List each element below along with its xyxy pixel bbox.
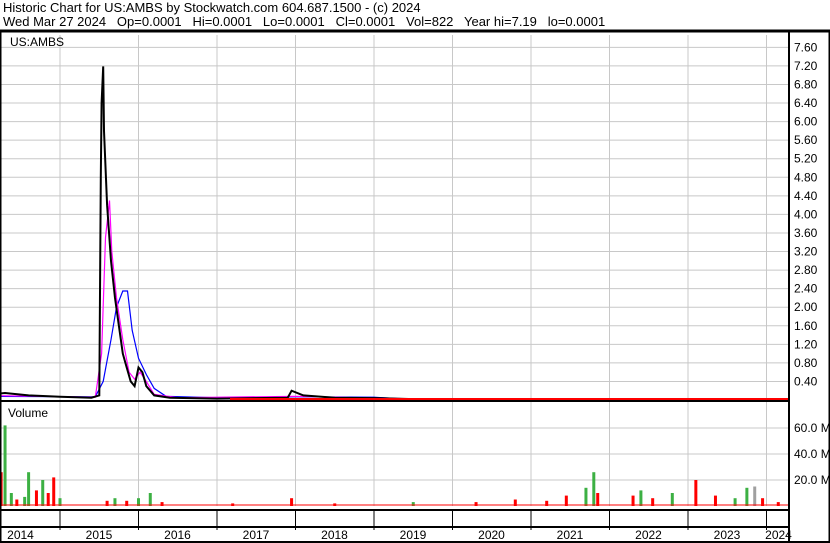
volume-bar bbox=[564, 495, 568, 506]
volume-bar bbox=[592, 472, 596, 506]
volume-bar bbox=[9, 493, 13, 506]
volume-bar bbox=[753, 486, 757, 506]
volume-tick-label: 20.0 M bbox=[794, 473, 830, 487]
chart-title: Historic Chart for US:AMBS by Stockwatch… bbox=[3, 0, 421, 15]
volume-bar bbox=[694, 480, 698, 506]
price-tick-label: 1.60 bbox=[794, 319, 818, 333]
price-tick-label: 4.00 bbox=[794, 207, 818, 221]
year-label: 2023 bbox=[714, 528, 741, 542]
volume-bar bbox=[651, 498, 655, 506]
volume-bar bbox=[513, 499, 517, 506]
volume-bar bbox=[23, 496, 27, 506]
volume-bar bbox=[58, 498, 62, 506]
quote-summary: Wed Mar 27 2024 Op=0.0001 Hi=0.0001 Lo=0… bbox=[3, 14, 606, 29]
volume-bar bbox=[474, 502, 478, 506]
year-label: 2015 bbox=[86, 528, 113, 542]
volume-bar bbox=[745, 487, 749, 506]
volume-bar bbox=[137, 498, 140, 506]
price-tick-label: 6.40 bbox=[794, 96, 818, 110]
volume-bar bbox=[713, 495, 717, 506]
volume-bar bbox=[545, 500, 549, 506]
volume-bar bbox=[631, 495, 635, 506]
symbol-label: US:AMBS bbox=[10, 35, 64, 49]
price-tick-label: 0.80 bbox=[794, 356, 818, 370]
chart-border bbox=[0, 30, 830, 543]
price-tick-label: 2.40 bbox=[794, 282, 818, 296]
price-tick-label: 5.60 bbox=[794, 133, 818, 147]
price-tick-label: 3.60 bbox=[794, 226, 818, 240]
price-tick-label: 0.40 bbox=[794, 374, 818, 388]
volume-bar bbox=[584, 487, 588, 506]
volume-label: Volume bbox=[8, 406, 48, 420]
volume-bar bbox=[670, 493, 674, 506]
volume-bar bbox=[733, 498, 737, 506]
price-tick-label: 2.00 bbox=[794, 300, 818, 314]
volume-bar bbox=[125, 500, 129, 506]
volume-bar bbox=[776, 502, 780, 506]
price-tick-label: 2.80 bbox=[794, 263, 818, 277]
price-tick-label: 4.80 bbox=[794, 170, 818, 184]
year-label: 2016 bbox=[164, 528, 191, 542]
volume-bar bbox=[113, 498, 117, 506]
volume-bar bbox=[52, 477, 56, 506]
year-label: 2019 bbox=[400, 528, 427, 542]
year-label: 2020 bbox=[478, 528, 505, 542]
volume-bar bbox=[41, 480, 45, 506]
volume-bar bbox=[46, 493, 50, 506]
volume-bar bbox=[639, 490, 643, 506]
volume-bar bbox=[105, 500, 109, 506]
volume-bar bbox=[761, 498, 765, 506]
price-tick-label: 4.40 bbox=[794, 189, 818, 203]
volume-bar bbox=[15, 499, 19, 506]
year-label: 2024 bbox=[765, 528, 792, 542]
volume-bar bbox=[596, 493, 600, 506]
year-label: 2014 bbox=[7, 528, 34, 542]
year-label: 2018 bbox=[321, 528, 348, 542]
volume-bar bbox=[160, 502, 164, 506]
price-tick-label: 3.20 bbox=[794, 245, 818, 259]
price-tick-label: 5.20 bbox=[794, 152, 818, 166]
volume-bar bbox=[3, 425, 7, 506]
volume-bar bbox=[290, 498, 294, 506]
price-tick-label: 7.20 bbox=[794, 59, 818, 73]
year-label: 2017 bbox=[243, 528, 270, 542]
price-tick-label: 1.20 bbox=[794, 337, 818, 351]
year-label: 2022 bbox=[635, 528, 662, 542]
price-tick-label: 7.60 bbox=[794, 40, 818, 54]
volume-tick-label: 60.0 M bbox=[794, 421, 830, 435]
price-line bbox=[0, 66, 787, 401]
volume-tick-label: 40.0 M bbox=[794, 447, 830, 461]
price-tick-label: 6.80 bbox=[794, 77, 818, 91]
volume-bar bbox=[27, 472, 31, 506]
price-tick-label: 6.00 bbox=[794, 115, 818, 129]
year-label: 2021 bbox=[557, 528, 584, 542]
moving-average-line bbox=[0, 200, 787, 401]
volume-bar bbox=[34, 490, 38, 506]
volume-bar bbox=[411, 502, 415, 506]
volume-bar bbox=[148, 493, 152, 506]
